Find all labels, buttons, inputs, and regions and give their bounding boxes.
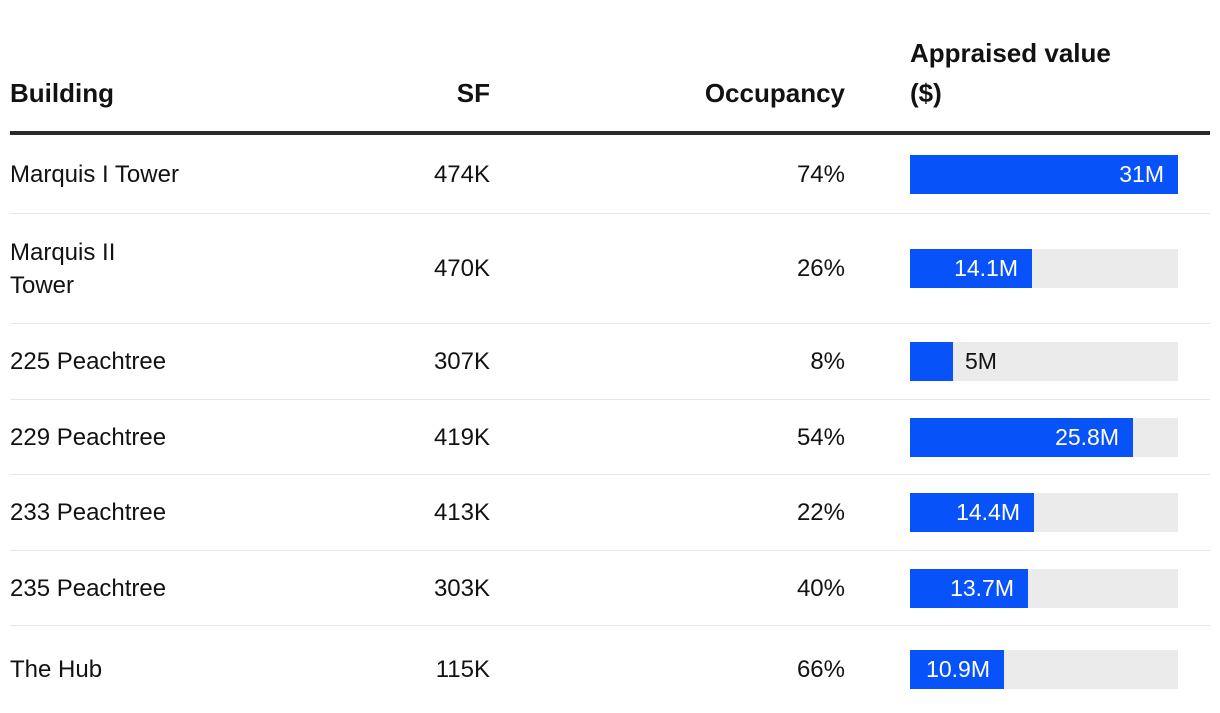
appraised-value-cell: 5M bbox=[845, 342, 1210, 381]
appraised-value-cell: 14.1M bbox=[845, 249, 1210, 288]
occupancy-value: 74% bbox=[796, 160, 845, 188]
table-row: Marquis I Tower 474K 74% 31M bbox=[10, 135, 1210, 214]
bar-fill bbox=[910, 342, 953, 381]
occupancy-value: 54% bbox=[796, 423, 845, 451]
sf-value: 470K bbox=[433, 255, 490, 282]
bar-fill: 14.1M bbox=[910, 249, 1032, 288]
column-header-sf: SF bbox=[456, 78, 490, 108]
building-name: 233 Peachtree bbox=[10, 499, 167, 526]
building-name: Marquis II Tower bbox=[10, 238, 116, 299]
appraised-value-cell: 10.9M bbox=[845, 650, 1210, 689]
table-row: 235 Peachtree 303K 40% 13.7M bbox=[10, 551, 1210, 626]
bar-fill: 25.8M bbox=[910, 417, 1133, 457]
column-header-occupancy: Occupancy bbox=[704, 78, 845, 108]
table-row: 225 Peachtree 307K 8% 5M bbox=[10, 324, 1210, 400]
bar-track: 13.7M bbox=[910, 568, 1178, 608]
sf-value: 115K bbox=[435, 656, 490, 683]
bar-fill: 13.7M bbox=[910, 568, 1028, 608]
bar-track: 5M bbox=[910, 342, 1178, 381]
bar-track: 31M bbox=[910, 154, 1178, 194]
sf-value: 413K bbox=[433, 499, 490, 526]
table-row: 233 Peachtree 413K 22% 14.4M bbox=[10, 475, 1210, 551]
bar-track: 10.9M bbox=[910, 650, 1178, 689]
bar-track: 25.8M bbox=[910, 417, 1178, 457]
buildings-table: Building SF Occupancy Appraised value ($… bbox=[10, 0, 1210, 713]
column-header-appraised-value: Appraised value ($) bbox=[910, 38, 1111, 108]
bar-value-label: 31M bbox=[1119, 160, 1164, 187]
bar-fill: 14.4M bbox=[910, 493, 1034, 532]
building-name: 235 Peachtree bbox=[10, 574, 167, 602]
bar-track: 14.4M bbox=[910, 493, 1178, 532]
occupancy-value: 66% bbox=[796, 656, 845, 683]
sf-value: 419K bbox=[433, 423, 490, 451]
sf-value: 474K bbox=[433, 160, 490, 188]
column-header-building: Building bbox=[10, 78, 114, 108]
bar-value-label: 25.8M bbox=[1055, 423, 1119, 450]
bar-value-label: 5M bbox=[965, 348, 997, 374]
table-header-row: Building SF Occupancy Appraised value ($… bbox=[10, 0, 1210, 135]
appraised-value-cell: 25.8M bbox=[845, 417, 1210, 457]
bar-value-label: 14.4M bbox=[956, 499, 1020, 525]
occupancy-value: 26% bbox=[796, 255, 845, 282]
table-row: Marquis II Tower 470K 26% 14.1M bbox=[10, 214, 1210, 324]
occupancy-value: 22% bbox=[796, 499, 845, 526]
table-body: Marquis I Tower 474K 74% 31M Marquis II … bbox=[10, 135, 1210, 713]
building-name: 229 Peachtree bbox=[10, 423, 167, 451]
sf-value: 307K bbox=[433, 348, 490, 375]
bar-value-label: 10.9M bbox=[926, 656, 990, 682]
appraised-value-cell: 31M bbox=[845, 154, 1210, 194]
bar-value-label: 13.7M bbox=[950, 574, 1014, 601]
occupancy-value: 8% bbox=[810, 348, 845, 375]
sf-value: 303K bbox=[433, 574, 490, 602]
bar-fill: 31M bbox=[910, 154, 1178, 194]
bar-fill: 10.9M bbox=[910, 650, 1004, 689]
table-row: The Hub 115K 66% 10.9M bbox=[10, 626, 1210, 713]
appraised-value-cell: 13.7M bbox=[845, 568, 1210, 608]
appraised-value-cell: 14.4M bbox=[845, 493, 1210, 532]
building-name: The Hub bbox=[10, 656, 103, 683]
occupancy-value: 40% bbox=[796, 574, 845, 602]
bar-track: 14.1M bbox=[910, 249, 1178, 288]
building-name: Marquis I Tower bbox=[10, 160, 179, 188]
table-row: 229 Peachtree 419K 54% 25.8M bbox=[10, 400, 1210, 475]
building-name: 225 Peachtree bbox=[10, 348, 167, 375]
bar-value-label: 14.1M bbox=[954, 255, 1018, 281]
